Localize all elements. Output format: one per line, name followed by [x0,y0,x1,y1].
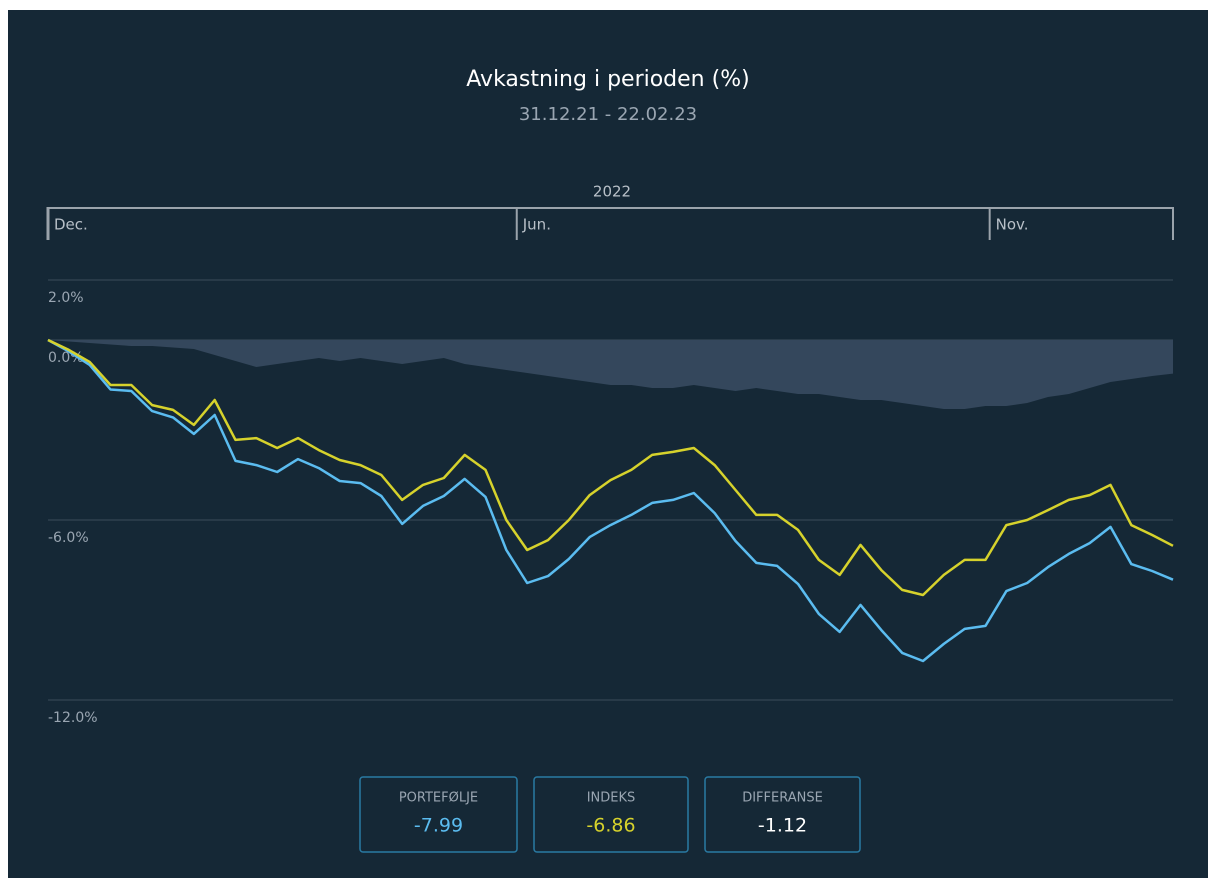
chart-subtitle: 31.12.21 - 22.02.23 [519,104,697,125]
chart-title: Avkastning i perioden (%) [466,67,749,92]
series-line [47,338,1174,663]
summary-box-border [704,776,861,853]
x-axis-label: 2022 [593,183,631,201]
summary-box: PORTEFØLJE -7.99 [359,776,518,853]
summary-box: DIFFERANSE -1.12 [704,776,861,853]
y-tick-label: -12.0% [48,710,98,726]
summary-label: DIFFERANSE [742,791,823,806]
summary-value: -7.99 [414,815,463,837]
x-tick-label: Nov. [996,216,1029,234]
summary-label: INDEKS [587,791,636,806]
x-tick-label: Dec. [54,216,88,234]
x-tick-label: Jun. [522,216,551,234]
y-tick-label: 2.0% [48,290,84,306]
series-line [47,338,1174,597]
summary-value: -6.86 [586,815,635,837]
panel [8,10,1208,878]
summary-label: PORTEFØLJE [399,791,478,806]
summary-box-border [533,776,689,853]
difference-area [48,340,1173,409]
summary-box-border [359,776,518,853]
summary-box: INDEKS -6.86 [533,776,689,853]
summary-value: -1.12 [758,815,807,837]
y-tick-label: -6.0% [48,530,89,546]
